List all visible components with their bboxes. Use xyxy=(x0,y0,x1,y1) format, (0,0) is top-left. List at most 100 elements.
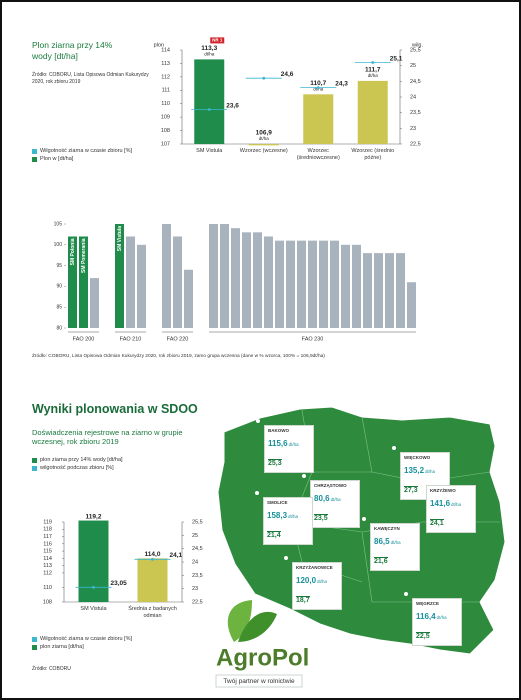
station-dot xyxy=(392,446,396,450)
bar-unit-label: dt/ha xyxy=(313,87,324,92)
bar-value-label: 111,7 xyxy=(365,67,381,74)
bar xyxy=(194,59,225,144)
y2-tick-label: 23,5 xyxy=(192,573,203,579)
y-tick-label: 100 xyxy=(54,242,63,248)
station-yield: 116,4 xyxy=(416,612,436,622)
bar-value-label: 114,0 xyxy=(145,551,161,558)
bar xyxy=(264,236,273,328)
bar xyxy=(126,236,135,328)
bar xyxy=(79,236,88,328)
legend-label: plon ziarna [dt/ha] xyxy=(40,644,84,650)
y-tick-label: 113 xyxy=(161,61,170,67)
bar-unit-label: dt/ha xyxy=(368,73,379,78)
y-tick-label: 80 xyxy=(56,325,62,331)
section-title: Wyniki plonowania w SDOO xyxy=(32,402,198,416)
station-yield: 158,3 xyxy=(267,511,288,521)
station-moisture: 27,3 xyxy=(404,485,418,494)
bar xyxy=(90,278,99,328)
station-unit: dt/ha xyxy=(425,469,436,475)
moisture-label: 23,05 xyxy=(111,580,128,587)
bar xyxy=(184,269,193,328)
bar xyxy=(308,240,317,328)
station-yield: 120,0 xyxy=(296,576,317,586)
bar xyxy=(137,558,168,602)
y2-tick-label: 23 xyxy=(410,126,416,132)
bar xyxy=(363,253,372,328)
bar xyxy=(297,240,306,328)
bar xyxy=(286,240,295,328)
y2-tick-label: 24,5 xyxy=(410,79,421,85)
legend-label: wilgotność podczas zbioru [%] xyxy=(40,465,114,471)
legend-swatch xyxy=(32,644,37,650)
station-box: CHRZĄSTOWO 80,6dt/ha 23,5 xyxy=(310,480,360,528)
station-yield: 80,6 xyxy=(314,494,330,504)
y-tick-label: 108 xyxy=(161,128,170,134)
bar-unit-label: dt/ha xyxy=(204,52,215,57)
y-tick-label: 114 xyxy=(161,47,170,53)
y2-tick-label: 24 xyxy=(192,559,198,565)
station-yield-row: 115,6dt/ha xyxy=(268,433,310,451)
legend-swatch xyxy=(32,148,37,154)
y2-tick-label: 22,5 xyxy=(192,599,203,605)
y2-tick-label: 25 xyxy=(192,533,198,539)
bar xyxy=(352,244,361,328)
station-moisture: 25,3 xyxy=(268,458,282,467)
station-name: WIĘCKOWO xyxy=(404,455,431,460)
station-dot xyxy=(284,556,288,560)
station-name: WĘGRZCE xyxy=(416,601,439,606)
bar xyxy=(396,253,405,328)
y-tick-label: 118 xyxy=(43,527,52,533)
y-tick-label: 116 xyxy=(43,541,52,547)
moisture-dot xyxy=(207,108,211,111)
station-unit: dt/ha xyxy=(288,514,299,520)
y2-tick-label: 25,5 xyxy=(410,47,421,53)
y-tick-label: 114 xyxy=(43,556,52,562)
moisture-dot xyxy=(316,86,320,89)
moisture-dot xyxy=(371,61,375,64)
station-unit: dt/ha xyxy=(288,442,299,448)
station-dot xyxy=(255,491,259,495)
bar xyxy=(303,94,334,144)
station-moisture: 18,7 xyxy=(296,595,310,604)
bar xyxy=(231,228,240,328)
y-tick-label: 109 xyxy=(161,115,170,121)
moisture-label: 25,1 xyxy=(390,55,403,62)
moisture-label: 24,6 xyxy=(281,71,294,78)
y2-tick-label: 24,5 xyxy=(192,546,203,552)
x-tick-label: Wzorzec (wczesne) xyxy=(239,148,288,154)
station-yield: 141,6 xyxy=(430,499,451,509)
group-label: FAO 230 xyxy=(302,336,324,342)
station-name: KRZYŻEWO xyxy=(430,488,456,493)
group-label: FAO 200 xyxy=(73,336,95,342)
bar xyxy=(253,232,262,328)
y-tick-label: 115 xyxy=(43,549,52,555)
legend-label: Wilgotność ziarna w czasie zbioru [%] xyxy=(40,636,133,642)
moisture-dot xyxy=(151,557,154,561)
station-box: KAWĘCZYN 86,5dt/ha 21,6 xyxy=(370,523,420,571)
bar xyxy=(357,80,388,144)
station-moisture: 21,6 xyxy=(374,556,388,565)
y-tick-label: 95 xyxy=(56,263,62,269)
station-yield-row: 135,2dt/ha xyxy=(404,460,446,478)
y2-tick-label: 23 xyxy=(192,586,198,592)
station-moisture: 22,5 xyxy=(416,631,430,640)
station-name: SMOLICE xyxy=(267,500,288,505)
station-dot xyxy=(302,474,306,478)
y-tick-label: 117 xyxy=(43,534,52,540)
logo-leaf xyxy=(238,611,277,642)
bar xyxy=(275,240,284,328)
bar xyxy=(115,224,124,328)
station-moisture: 24,1 xyxy=(430,518,444,527)
station-yield-row: 116,4dt/ha xyxy=(416,606,458,624)
chart-source: Źródło: COBORU, Lista Opisowa Odmian Kuk… xyxy=(32,354,325,359)
legend-label: plon ziarna przy 14% wody [dt/ha] xyxy=(40,457,123,463)
x-tick-label: SM Vistula xyxy=(80,606,107,612)
legend-label: Plon w [dt/ha] xyxy=(40,156,74,162)
bar xyxy=(78,520,109,602)
station-box: KRZYŻANOWICE 120,0dt/ha 18,7 xyxy=(292,562,342,610)
station-unit: dt/ha xyxy=(436,615,447,621)
y-tick-label: 113 xyxy=(43,563,52,569)
y-tick-label: 105 xyxy=(54,221,63,227)
y2-tick-label: 24 xyxy=(410,94,416,100)
x-tick-label: Wzorzec (średniowczesne) xyxy=(296,148,340,161)
